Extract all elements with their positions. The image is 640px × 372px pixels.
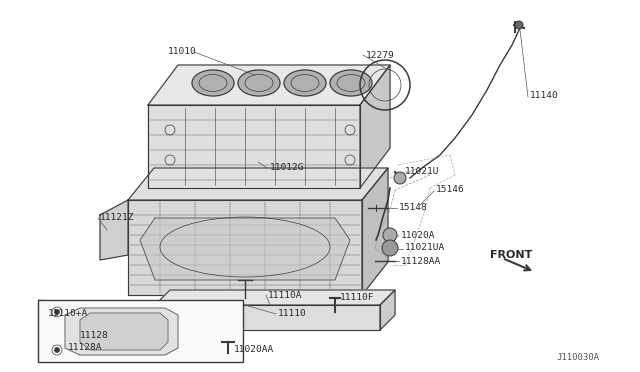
Circle shape [383,228,397,242]
Text: 11010: 11010 [168,48,197,57]
Text: 15148: 15148 [399,202,428,212]
Circle shape [394,172,406,184]
Polygon shape [380,290,395,330]
Ellipse shape [192,70,234,96]
Text: 11012G: 11012G [270,164,305,173]
Polygon shape [128,200,362,295]
Circle shape [515,21,523,29]
Polygon shape [360,65,390,188]
Polygon shape [65,308,178,355]
Text: 11121Z: 11121Z [100,214,134,222]
Polygon shape [100,200,128,260]
Bar [38,300,243,362]
Text: 11020A: 11020A [401,231,435,240]
Text: 11110F: 11110F [340,294,374,302]
Text: 11021UA: 11021UA [405,244,445,253]
Text: 15146: 15146 [436,186,465,195]
Text: 11110A: 11110A [268,291,303,299]
Circle shape [382,240,398,256]
Text: 11140: 11140 [530,90,559,99]
Polygon shape [140,218,350,280]
Polygon shape [80,313,168,350]
Text: 11110+A: 11110+A [48,310,88,318]
Text: 11128: 11128 [80,330,109,340]
Circle shape [54,310,60,314]
Ellipse shape [330,70,372,96]
Text: 11020AA: 11020AA [234,344,275,353]
Ellipse shape [238,70,280,96]
Polygon shape [155,290,395,305]
Polygon shape [128,168,388,200]
Text: 12279: 12279 [366,51,395,60]
Text: 11128AA: 11128AA [401,257,441,266]
Polygon shape [362,168,388,295]
Polygon shape [148,105,360,188]
Text: J110030A: J110030A [556,353,599,362]
Text: 11021U: 11021U [405,167,440,176]
Circle shape [54,347,60,353]
Text: 11110: 11110 [278,308,307,317]
Text: FRONT: FRONT [490,250,532,260]
Polygon shape [148,65,390,105]
Ellipse shape [284,70,326,96]
Polygon shape [155,305,380,330]
Text: 11128A: 11128A [68,343,102,353]
